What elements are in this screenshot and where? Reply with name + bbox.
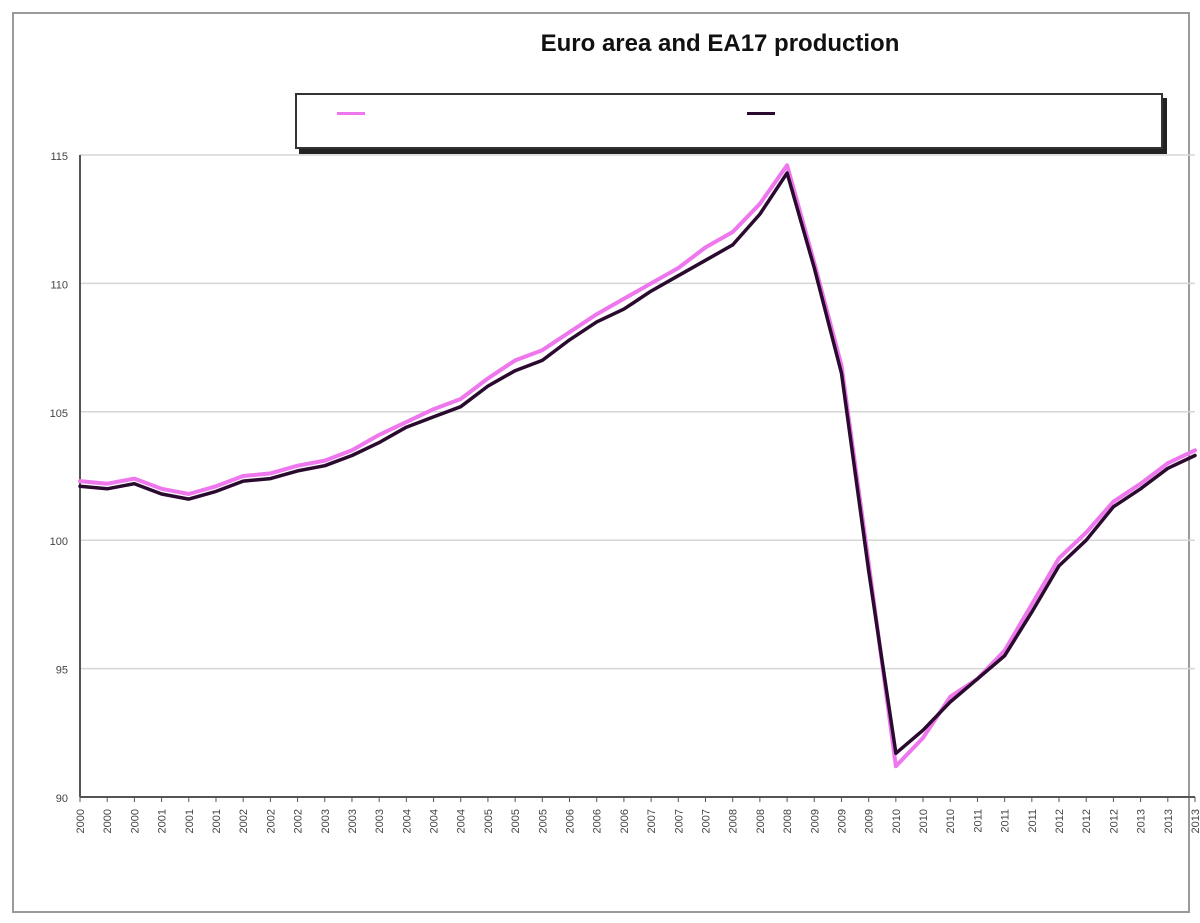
x-tick-label-21: 2007 xyxy=(646,809,658,833)
axes xyxy=(79,155,1196,802)
x-tick-label-4: 2001 xyxy=(184,809,196,833)
chart-legend xyxy=(295,93,1163,149)
x-tick-label-7: 2002 xyxy=(265,809,277,833)
gridlines xyxy=(80,154,1195,670)
x-tick-label-33: 2011 xyxy=(972,809,984,833)
x-tick-label-29: 2009 xyxy=(864,809,876,833)
x-tick-label-39: 2013 xyxy=(1136,809,1148,833)
x-tick-label-3: 2001 xyxy=(157,809,169,833)
x-tick-label-27: 2009 xyxy=(809,809,821,833)
y-tick-label-90: 90 xyxy=(56,793,68,805)
y-tick-label-105: 105 xyxy=(50,408,68,420)
x-tick-label-12: 2004 xyxy=(401,809,413,833)
y-tick-label-110: 110 xyxy=(50,279,68,291)
x-tick-label-41: 2013 xyxy=(1190,809,1200,833)
x-tick-label-1: 2000 xyxy=(102,809,114,833)
x-tick-label-20: 2006 xyxy=(619,809,631,833)
x-tick-label-26: 2008 xyxy=(782,809,794,833)
x-tick-label-2: 2000 xyxy=(129,809,141,833)
x-tick-label-9: 2003 xyxy=(320,809,332,833)
x-tick-label-22: 2007 xyxy=(673,809,685,833)
legend-swatch-series-1 xyxy=(337,112,365,115)
chart-frame xyxy=(12,12,1190,913)
x-tick-label-23: 2007 xyxy=(700,809,712,833)
x-tick-label-32: 2010 xyxy=(945,809,957,833)
x-tick-label-40: 2013 xyxy=(1163,809,1175,833)
chart-title: Euro area and EA17 production xyxy=(540,30,900,57)
x-tick-label-8: 2002 xyxy=(293,809,305,833)
x-tick-label-28: 2009 xyxy=(836,809,848,833)
legend-entry-series-1 xyxy=(337,112,373,115)
x-tick-label-36: 2012 xyxy=(1054,809,1066,833)
series-lines xyxy=(78,163,1197,769)
x-tick-label-30: 2010 xyxy=(891,809,903,833)
x-tick-label-25: 2008 xyxy=(755,809,767,833)
series-line-1 xyxy=(78,163,1197,769)
x-tick-label-10: 2003 xyxy=(347,809,359,833)
x-tick-label-38: 2012 xyxy=(1108,809,1120,833)
x-tick-label-18: 2006 xyxy=(565,809,577,833)
x-tick-label-15: 2005 xyxy=(483,809,495,833)
x-tick-label-13: 2004 xyxy=(429,809,441,833)
x-tick-label-37: 2012 xyxy=(1081,809,1093,833)
x-tick-label-24: 2008 xyxy=(728,809,740,833)
x-tick-label-5: 2001 xyxy=(211,809,223,833)
legend-swatch-series-2 xyxy=(747,112,775,115)
x-tick-label-35: 2011 xyxy=(1027,809,1039,833)
x-tick-label-17: 2005 xyxy=(537,809,549,833)
x-tick-label-0: 2000 xyxy=(75,809,87,833)
tick-labels: 90 95 100 105 110 115 2000 2000 2000 2001 2001 2001… xyxy=(50,151,1200,833)
y-tick-label-115: 115 xyxy=(50,151,68,163)
x-tick-label-11: 2003 xyxy=(374,809,386,833)
x-tick-label-6: 2002 xyxy=(238,809,250,833)
y-tick-label-95: 95 xyxy=(56,665,68,677)
y-tick-label-100: 100 xyxy=(50,536,68,548)
x-tick-label-34: 2011 xyxy=(1000,809,1012,833)
x-tick-label-19: 2006 xyxy=(592,809,604,833)
series-line-2 xyxy=(78,171,1197,756)
legend-entry-series-2 xyxy=(747,112,783,115)
x-tick-label-16: 2005 xyxy=(510,809,522,833)
x-tick-label-31: 2010 xyxy=(918,809,930,833)
x-tick-label-14: 2004 xyxy=(456,809,468,833)
